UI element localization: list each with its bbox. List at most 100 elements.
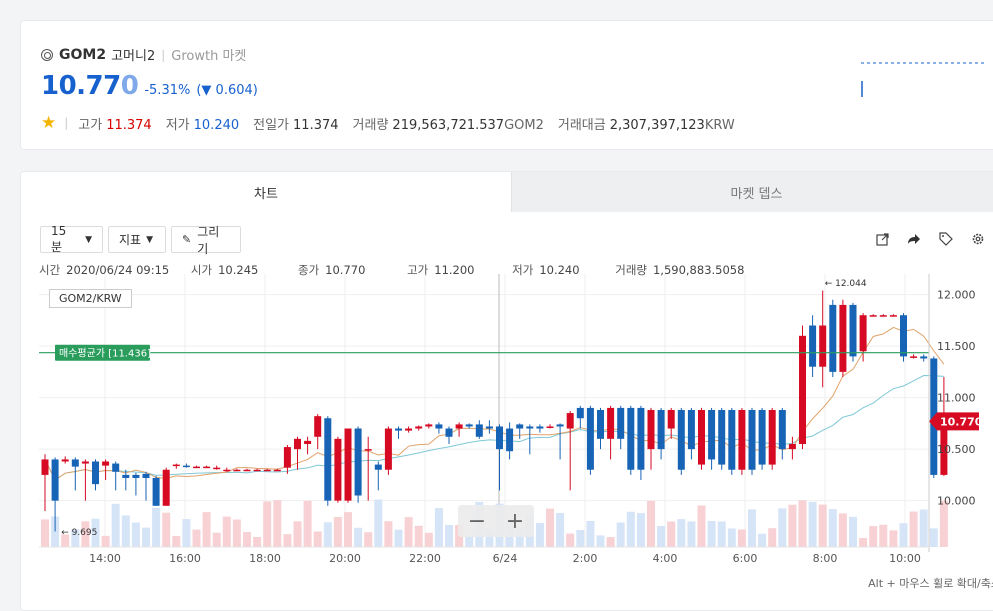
- candle: [263, 469, 271, 472]
- volume-bar: [808, 501, 817, 547]
- chart-tools: [873, 230, 987, 248]
- candle: [294, 438, 301, 450]
- candle: [162, 469, 170, 506]
- tag-icon[interactable]: [937, 230, 955, 248]
- candle: [324, 418, 332, 501]
- candle: [465, 424, 473, 427]
- volume-bar: [404, 517, 413, 547]
- candle: [213, 467, 221, 470]
- volume-bar: [364, 532, 373, 547]
- chart-area[interactable]: 매수평균가 [11.436] 10.770 ← 12.044 ← 9.695 14:0…: [21, 272, 993, 611]
- volume-bar: [344, 512, 352, 547]
- x-tick-label: 16:00: [169, 552, 201, 565]
- volume-bar: [162, 512, 171, 547]
- x-tick-label: 6:00: [733, 552, 758, 565]
- candle: [879, 315, 887, 317]
- candle: [102, 461, 110, 466]
- zoom-hint: Alt + 마우스 휠로 확대/축소: [868, 577, 993, 590]
- volume-bar: [879, 524, 888, 547]
- candle: [566, 413, 574, 429]
- candle: [354, 428, 362, 496]
- candle: [283, 447, 291, 468]
- volume-bar: [626, 511, 635, 547]
- korean-name: 고머니2: [111, 49, 156, 64]
- candle: [920, 356, 928, 359]
- interval-dropdown[interactable]: 15 분 ▼: [40, 224, 103, 254]
- candle: [940, 421, 948, 475]
- candle: [889, 315, 897, 317]
- volume-bar: [869, 526, 878, 547]
- share-arrow-icon[interactable]: [905, 230, 923, 248]
- candle: [243, 469, 251, 472]
- candle: [667, 409, 675, 429]
- y-tick-label: 10.500: [937, 443, 976, 456]
- tab-market-depth[interactable]: 마켓 뎁스: [511, 172, 993, 212]
- volume-bar: [838, 513, 847, 547]
- candle: [637, 407, 645, 470]
- interval-label: 15 분: [51, 224, 67, 254]
- candle: [374, 464, 382, 470]
- favorite-star-icon[interactable]: ★: [41, 113, 57, 133]
- candle: [748, 409, 756, 470]
- candle: [273, 469, 281, 472]
- volume-bar: [485, 529, 494, 547]
- x-tick-label: 4:00: [653, 552, 678, 565]
- volume-bar: [81, 521, 90, 547]
- volume-bar: [636, 513, 645, 547]
- time-value: 2020/06/24 09:15: [66, 263, 170, 277]
- volume-bar: [647, 500, 655, 547]
- candle: [617, 407, 625, 439]
- indicator-dropdown[interactable]: 지표 ▼: [108, 226, 166, 253]
- candle: [687, 409, 695, 450]
- settings-gear-icon[interactable]: [969, 230, 987, 248]
- volume-bar: [717, 521, 726, 547]
- y-tick-label: 12.000: [937, 289, 976, 302]
- candle: [384, 428, 392, 470]
- time-label: 시간: [39, 263, 61, 277]
- external-link-icon[interactable]: [873, 230, 891, 248]
- close-label: 종가: [298, 263, 320, 277]
- chart-tabs: 차트 마켓 뎁스: [21, 172, 993, 212]
- candle: [859, 315, 867, 352]
- x-tick-label: 10:00: [889, 552, 921, 565]
- ticker-info-card: GOM2 고머니2 | Growth 마켓 10.770 -5.31% (▼ 0…: [20, 20, 993, 150]
- volume-bar: [889, 530, 898, 547]
- y-tick-label: 11.000: [937, 392, 976, 405]
- low-value: 10.240: [539, 263, 580, 277]
- candle: [546, 426, 554, 428]
- zoom-out-icon[interactable]: −: [467, 508, 487, 534]
- volume-bar: [333, 516, 342, 547]
- candlestick-chart[interactable]: 매수평균가 [11.436] 10.770 ← 12.044 ← 9.695 14:0…: [21, 272, 993, 611]
- candle: [657, 409, 665, 450]
- draw-button[interactable]: ✎ 그리기: [171, 225, 241, 256]
- volume-bar: [939, 500, 948, 547]
- tab-chart[interactable]: 차트: [21, 172, 511, 212]
- open-label: 시가: [190, 263, 213, 277]
- last-price-badge: [929, 412, 979, 431]
- volume-bar: [566, 533, 575, 547]
- volume-bar: [91, 518, 100, 547]
- volume-bar: [667, 521, 676, 547]
- volume-bar: [293, 521, 302, 547]
- candle: [516, 424, 524, 429]
- volume-bar: [849, 516, 857, 547]
- stat-low: 저가 10.240: [165, 117, 240, 133]
- last-price-label: 10.770: [940, 415, 983, 428]
- volume-bar: [465, 535, 474, 547]
- price-row: 10.770 -5.31% (▼ 0.604): [41, 71, 258, 101]
- candle: [799, 335, 806, 444]
- stat-amount: 거래대금 2,307,397,123KRW: [557, 117, 735, 133]
- draw-label: 그리기: [197, 224, 220, 256]
- symbol: GOM2: [59, 46, 107, 63]
- zoom-in-icon[interactable]: +: [505, 508, 525, 534]
- candle: [819, 325, 827, 367]
- volume-bar: [929, 528, 938, 547]
- volume-bar: [586, 520, 595, 547]
- x-tick-label: 18:00: [249, 552, 281, 565]
- volume-value: 1,590,883.5058: [652, 263, 745, 277]
- volume-bar: [232, 519, 241, 547]
- volume-bar: [606, 537, 615, 547]
- volume-bar: [788, 504, 797, 547]
- candle: [233, 469, 241, 472]
- volume-bar: [131, 522, 140, 547]
